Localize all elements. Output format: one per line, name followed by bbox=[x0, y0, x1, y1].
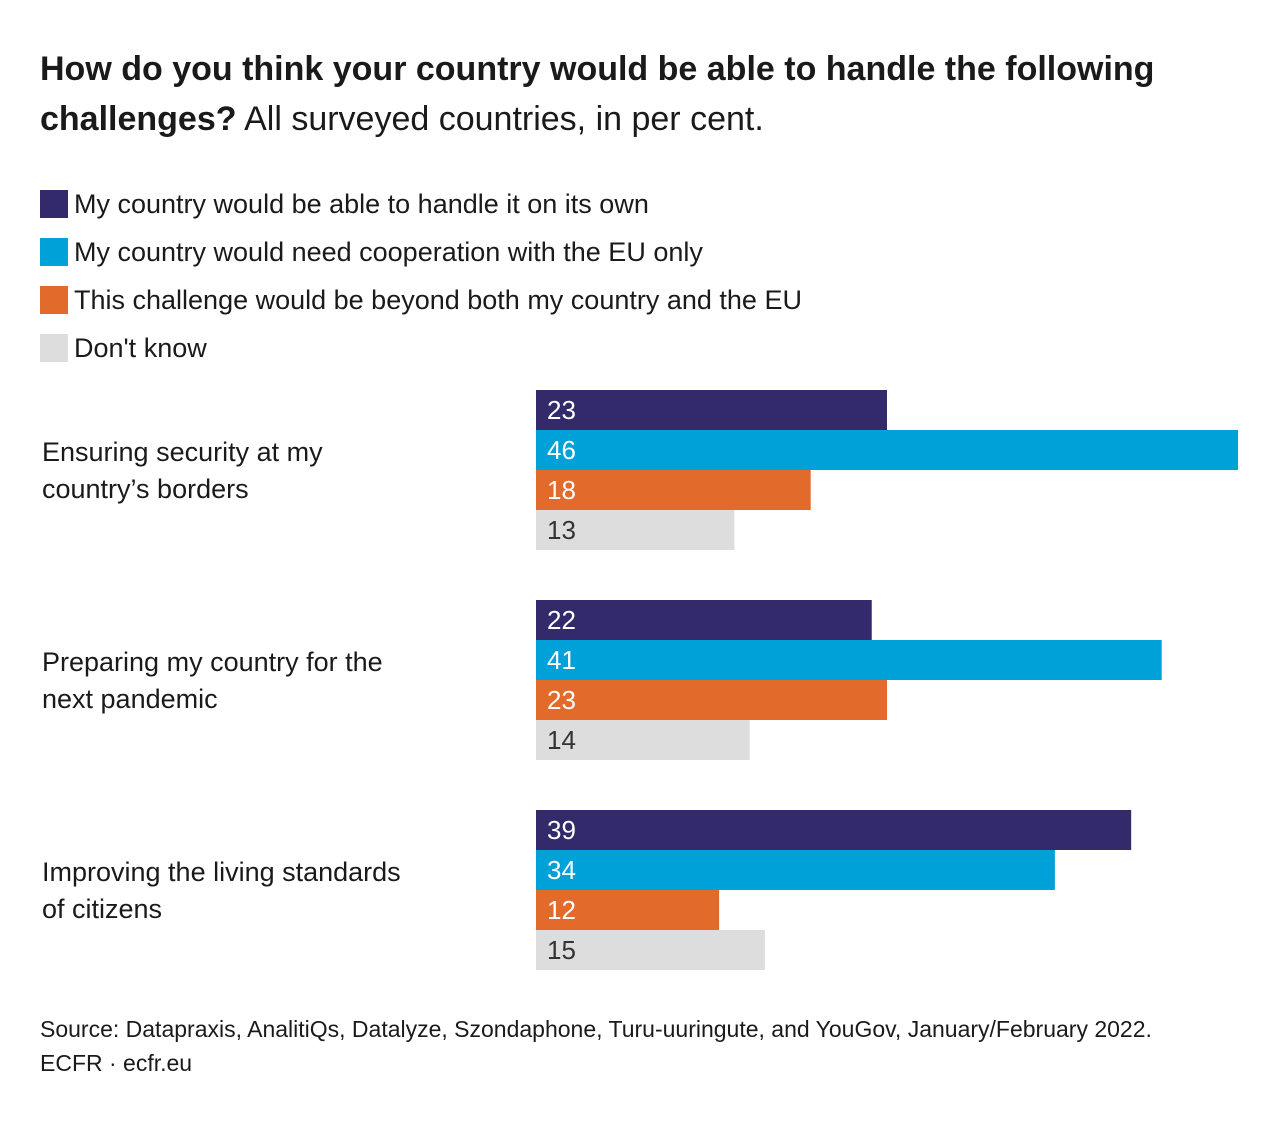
bar-value-label: 18 bbox=[547, 475, 576, 505]
legend-item: My country would need cooperation with t… bbox=[40, 228, 802, 276]
bar bbox=[536, 680, 887, 720]
bar-value-label: 34 bbox=[547, 855, 576, 885]
legend-label: My country would need cooperation with t… bbox=[74, 236, 703, 267]
source-text: Source: Datapraxis, AnalitiQs, Datalyze,… bbox=[40, 1016, 1152, 1042]
category-label: Ensuring security at my country’s borders bbox=[42, 437, 323, 504]
bar bbox=[536, 390, 887, 430]
bar bbox=[536, 850, 1055, 890]
bar-value-label: 12 bbox=[547, 895, 576, 925]
chart-subtitle: All surveyed countries, in per cent. bbox=[236, 100, 764, 138]
bar bbox=[536, 890, 720, 930]
chart-title: How do you think your country would be a… bbox=[40, 44, 1250, 144]
legend-swatch bbox=[40, 286, 68, 314]
legend-swatch bbox=[40, 238, 68, 266]
bar-value-label: 23 bbox=[547, 685, 576, 715]
legend-swatch bbox=[40, 334, 68, 362]
legend: My country would be able to handle it on… bbox=[40, 180, 802, 372]
bar bbox=[536, 510, 735, 550]
category-label: Preparing my country for the next pandemi… bbox=[42, 647, 383, 714]
bar bbox=[536, 470, 811, 510]
bar bbox=[536, 640, 1162, 680]
bar-value-label: 41 bbox=[547, 645, 576, 675]
bar-value-label: 22 bbox=[547, 605, 576, 635]
bar-value-label: 15 bbox=[547, 935, 576, 965]
bar-value-label: 46 bbox=[547, 435, 576, 465]
bar-chart: Ensuring security at my country’s borders… bbox=[42, 390, 1238, 970]
legend-label: This challenge would be beyond both my c… bbox=[74, 284, 802, 315]
legend-swatch bbox=[40, 190, 68, 218]
bar-value-label: 39 bbox=[547, 815, 576, 845]
bar bbox=[536, 600, 872, 640]
bar-value-label: 14 bbox=[547, 725, 576, 755]
source-note: Source: Datapraxis, AnalitiQs, Datalyze,… bbox=[40, 1012, 1260, 1080]
bar-value-label: 23 bbox=[547, 395, 576, 425]
legend-item: My country would be able to handle it on… bbox=[40, 180, 802, 228]
credit-text: ECFR · ecfr.eu bbox=[40, 1050, 193, 1076]
legend-item: This challenge would be beyond both my c… bbox=[40, 276, 802, 324]
bar bbox=[536, 430, 1238, 470]
category-label: Improving the living standards of citizen… bbox=[42, 857, 401, 924]
bar bbox=[536, 810, 1132, 850]
bar bbox=[536, 930, 765, 970]
bar-value-label: 13 bbox=[547, 515, 576, 545]
legend-label: Don't know bbox=[74, 332, 207, 363]
legend-label: My country would be able to handle it on… bbox=[74, 188, 649, 219]
chart-title-bold: How do you think your country would be a… bbox=[40, 50, 1155, 138]
legend-item: Don't know bbox=[40, 324, 802, 372]
bar bbox=[536, 720, 750, 760]
